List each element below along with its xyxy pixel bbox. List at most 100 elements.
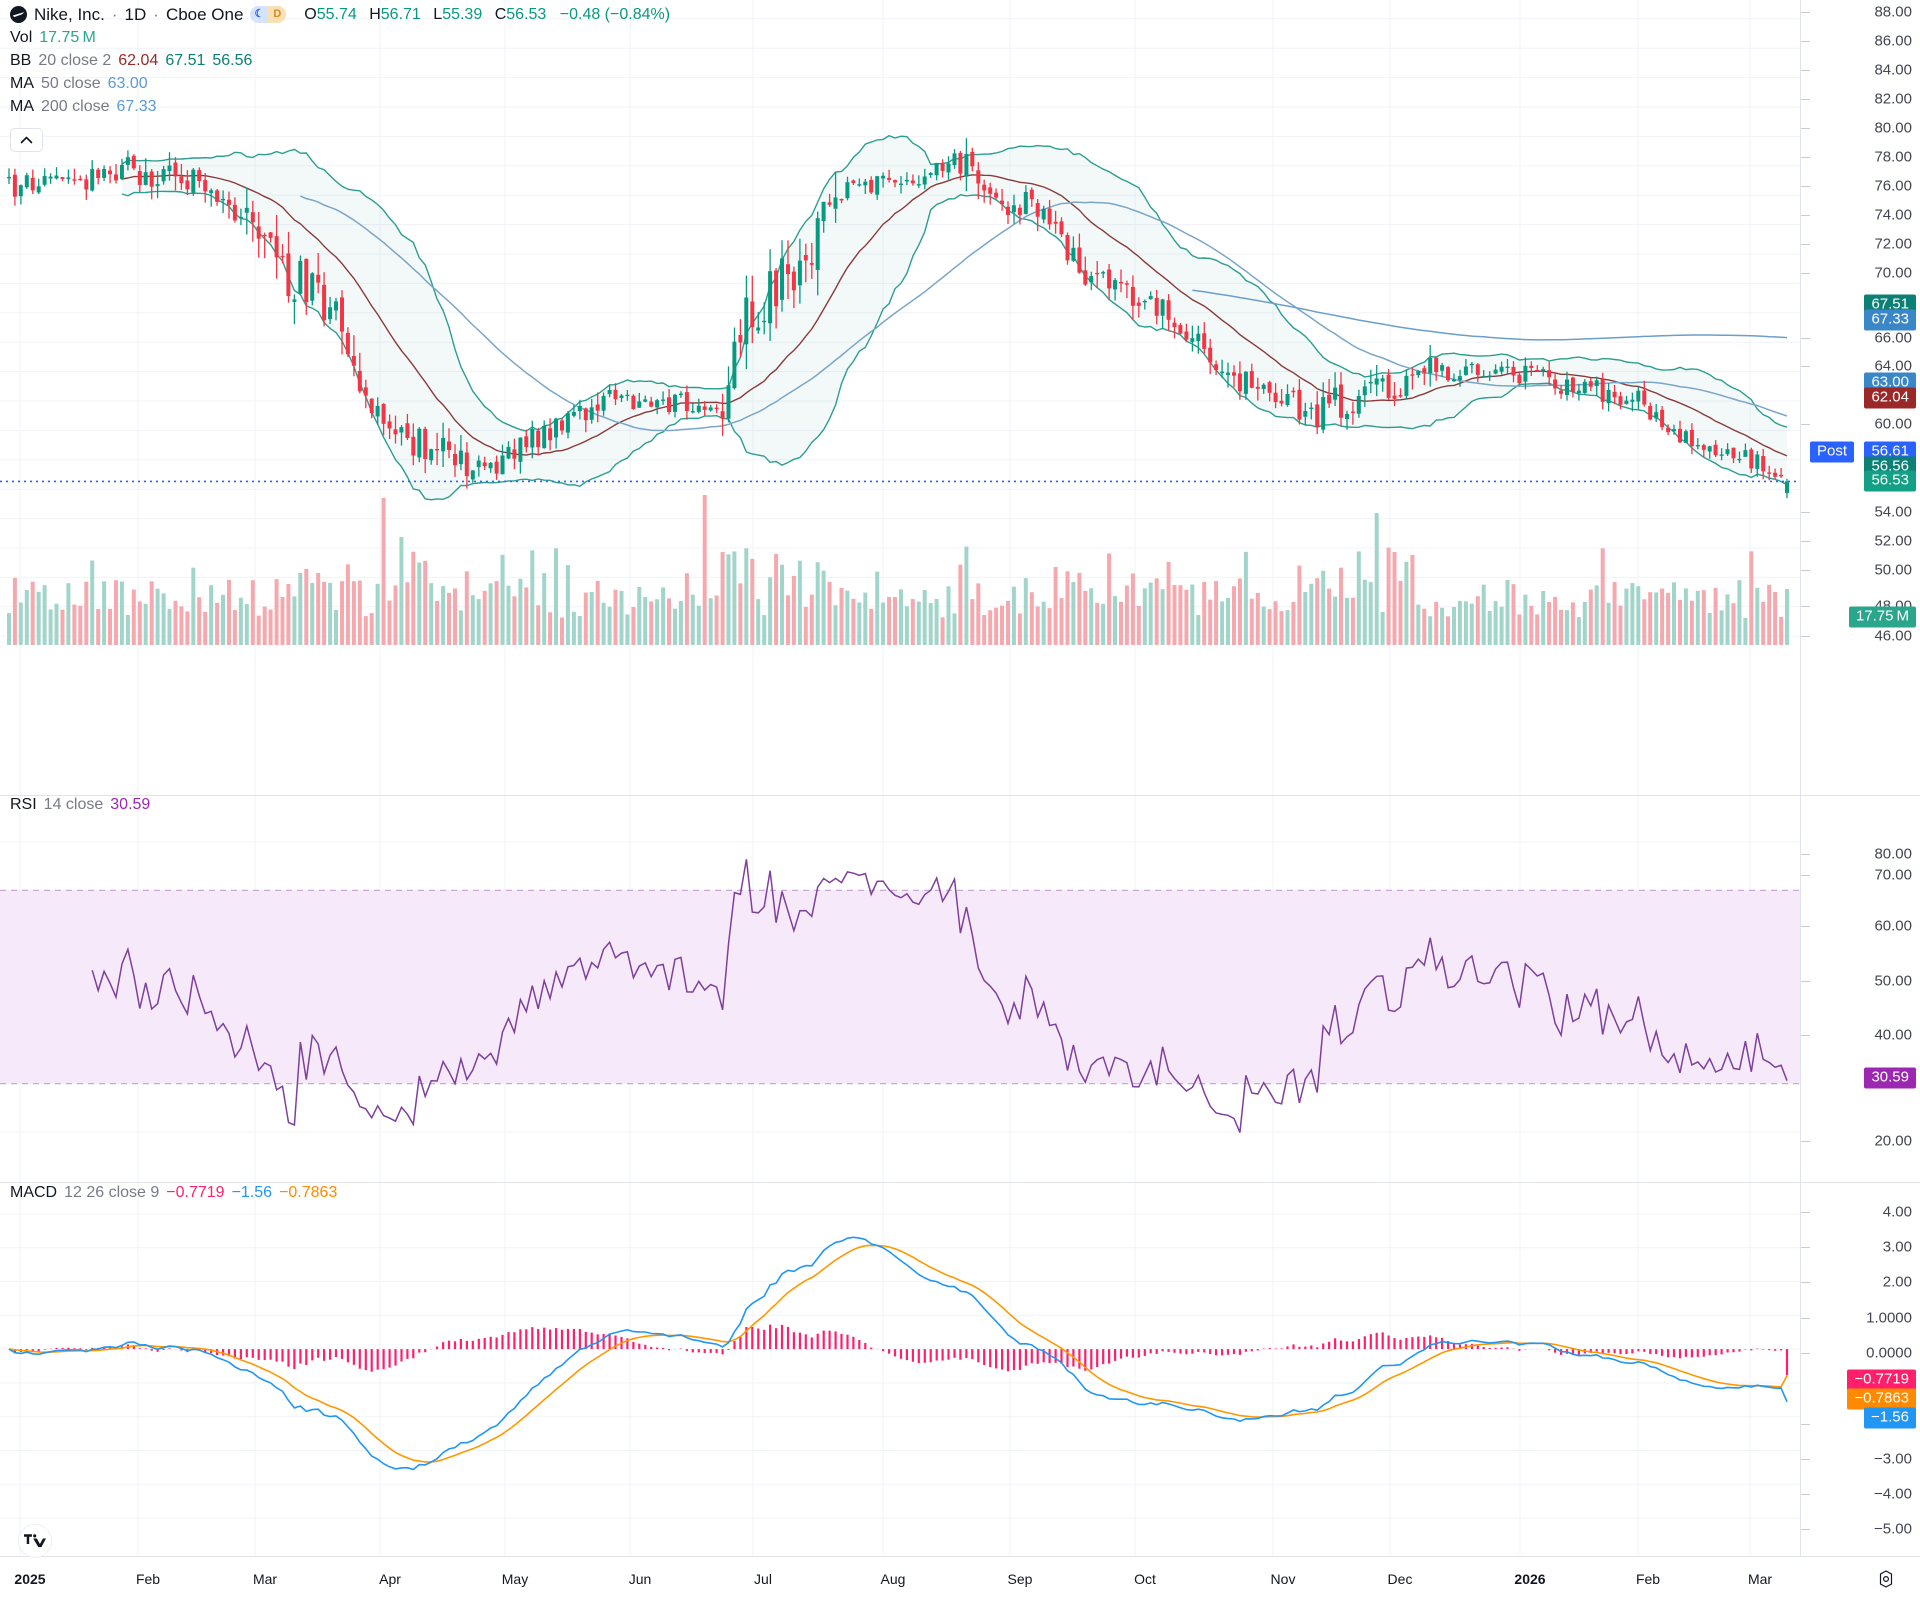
macd-tick-2: 2.00 <box>1882 1273 1912 1291</box>
symbol-name[interactable]: Nike, Inc. <box>34 5 105 24</box>
macd-signal-line <box>8 1244 1788 1463</box>
time-tick-Sep: Sep <box>1007 1571 1033 1587</box>
open-value: 55.74 <box>316 6 357 23</box>
macd-tick-0: 4.00 <box>1882 1203 1912 1221</box>
macd-tick-1: 3.00 <box>1882 1238 1912 1256</box>
moon-icon: ☾ <box>250 6 269 23</box>
bb-legend-row[interactable]: BB 20 close 2 62.04 67.51 56.56 <box>10 50 670 71</box>
time-tick-Feb: Feb <box>1635 1571 1661 1587</box>
rsi-study-name: RSI <box>10 796 37 813</box>
bollinger-band-fill <box>122 135 1787 500</box>
volume-legend-row[interactable]: Vol 17.75 M <box>10 27 670 48</box>
macd-study-name: MACD <box>10 1184 58 1201</box>
change-value: −0.48 (−0.84%) <box>559 6 671 23</box>
price-tick-72: 72.00 <box>1874 235 1912 253</box>
macd-tick-6: −3.00 <box>1874 1450 1912 1468</box>
collapse-legend-button[interactable] <box>10 128 43 152</box>
rsi-pane[interactable] <box>0 796 1800 1182</box>
price-tick-82: 82.00 <box>1874 90 1912 108</box>
time-tick-2025: 2025 <box>14 1571 46 1587</box>
price-pane-legend: Nike, Inc. · 1D · Cboe One ☾ D O55.74 H5… <box>10 4 670 117</box>
ma200-study-name: MA <box>10 98 34 115</box>
price-badge-3: 62.04 <box>1864 387 1916 409</box>
macd-chart-canvas <box>0 1183 1800 1556</box>
interval-label[interactable]: 1D <box>124 5 147 24</box>
ma200-study-params: 200 close <box>41 98 110 115</box>
tradingview-logo-icon <box>24 1534 46 1548</box>
time-tick-Aug: Aug <box>880 1571 906 1587</box>
price-tick-50: 50.00 <box>1874 561 1912 579</box>
open-label: O <box>304 6 317 23</box>
price-tick-84: 84.00 <box>1874 61 1912 79</box>
bollinger-basis-line <box>121 174 1788 457</box>
price-pane[interactable] <box>0 0 1800 795</box>
macd-line-value: −1.56 <box>231 1184 273 1201</box>
rsi-value: 30.59 <box>110 796 151 813</box>
low-value: 55.39 <box>442 6 483 23</box>
price-scale-column[interactable]: 88.00 86.00 84.00 82.00 80.00 78.00 76.0… <box>1800 0 1920 1600</box>
exchange-label[interactable]: Cboe One <box>165 5 244 24</box>
price-tick-54: 54.00 <box>1874 503 1912 521</box>
bb-lower-value: 56.56 <box>212 52 253 69</box>
rsi-value-badge: 30.59 <box>1864 1067 1916 1089</box>
ma50-study-params: 50 close <box>41 75 101 92</box>
time-tick-May: May <box>501 1571 529 1587</box>
macd-tick-3: 1.0000 <box>1866 1309 1912 1327</box>
ma50-legend-row[interactable]: MA 50 close 63.00 <box>10 73 670 94</box>
price-tick-60: 60.00 <box>1874 415 1912 433</box>
rsi-pane-legend: RSI 14 close 30.59 <box>10 794 150 815</box>
session-pill[interactable]: ☾ D <box>250 6 287 23</box>
macd-signal-value: −0.7863 <box>279 1184 338 1201</box>
price-tick-76: 76.00 <box>1874 177 1912 195</box>
symbol-legend-row[interactable]: Nike, Inc. · 1D · Cboe One ☾ D O55.74 H5… <box>10 4 670 25</box>
ma200-line <box>1192 289 1788 341</box>
nike-logo-icon <box>10 6 27 23</box>
time-tick-Nov: Nov <box>1270 1571 1296 1587</box>
rsi-tick-60: 60.00 <box>1874 917 1912 935</box>
tradingview-logo[interactable] <box>18 1524 52 1558</box>
price-tick-70: 70.00 <box>1874 264 1912 282</box>
low-label: L <box>433 6 443 23</box>
price-tick-88: 88.00 <box>1874 3 1912 21</box>
volume-study-value: 17.75 M <box>39 29 96 46</box>
macd-legend-row[interactable]: MACD 12 26 close 9 −0.7719 −1.56 −0.7863 <box>10 1182 337 1203</box>
price-chart-canvas <box>0 0 1800 795</box>
volume-study-name: Vol <box>10 29 33 46</box>
time-tick-Mar: Mar <box>1747 1571 1773 1587</box>
bb-basis-value: 62.04 <box>118 52 159 69</box>
macd-tick-8: −5.00 <box>1874 1520 1912 1538</box>
time-tick-Jun: Jun <box>628 1571 652 1587</box>
high-label: H <box>369 6 381 23</box>
ma200-value: 67.33 <box>116 98 157 115</box>
time-axis[interactable]: 2025 Feb Mar Apr May Jun Jul Aug Sep Oct Nov Dec 202… <box>0 1556 1920 1600</box>
time-tick-Dec: Dec <box>1387 1571 1413 1587</box>
price-badge-7: 17.75 M <box>1848 606 1916 628</box>
chevron-up-icon <box>20 136 33 144</box>
ohlc-group: O55.74 H56.71 L55.39 C56.53 −0.48 (−0.84… <box>304 4 670 25</box>
macd-pane[interactable] <box>0 1183 1800 1556</box>
macd-line <box>8 1236 1788 1471</box>
rsi-macd-separator[interactable] <box>0 1182 1920 1183</box>
rsi-line <box>91 859 1788 1133</box>
time-tick-Apr: Apr <box>379 1571 401 1587</box>
bb-study-params: 20 close 2 <box>38 52 112 69</box>
rsi-legend-row[interactable]: RSI 14 close 30.59 <box>10 794 150 815</box>
price-tick-80: 80.00 <box>1874 119 1912 137</box>
ma200-legend-row[interactable]: MA 200 close 67.33 <box>10 96 670 117</box>
close-value: 56.53 <box>506 6 547 23</box>
chart-settings-icon[interactable] <box>1876 1569 1896 1589</box>
price-badge-6: 56.53 <box>1864 470 1916 492</box>
time-tick-Oct: Oct <box>1134 1571 1156 1587</box>
price-rsi-separator[interactable] <box>0 795 1920 796</box>
time-tick-Mar: Mar <box>252 1571 278 1587</box>
legend-separator-1: · <box>111 5 118 24</box>
macd-hist-value: −0.7719 <box>166 1184 225 1201</box>
price-badge-4-prefix: Post <box>1809 441 1854 463</box>
bb-upper-value: 67.51 <box>165 52 206 69</box>
price-tick-66: 66.00 <box>1874 329 1912 347</box>
macd-tick-4: 0.0000 <box>1866 1344 1912 1362</box>
bollinger-lower-line <box>121 190 1788 501</box>
macd-badge-2: −1.56 <box>1864 1407 1916 1429</box>
price-tick-52: 52.00 <box>1874 532 1912 550</box>
rsi-tick-80: 80.00 <box>1874 845 1912 863</box>
